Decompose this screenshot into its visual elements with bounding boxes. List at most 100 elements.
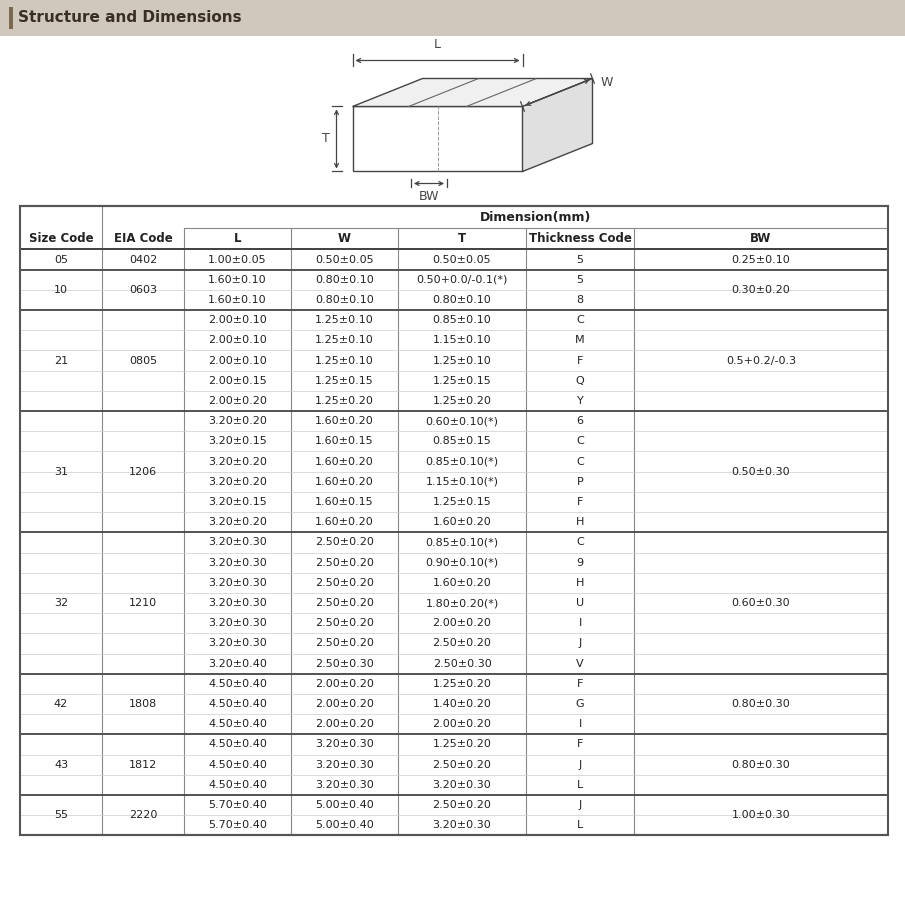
Text: 1.00±0.05: 1.00±0.05 (208, 254, 267, 264)
Text: 2.50±0.20: 2.50±0.20 (433, 759, 491, 769)
Text: 3.20±0.15: 3.20±0.15 (208, 497, 267, 507)
Text: 3.20±0.20: 3.20±0.20 (208, 457, 267, 467)
Text: 2220: 2220 (129, 810, 157, 820)
Text: L: L (576, 820, 583, 830)
Text: 0402: 0402 (129, 254, 157, 264)
Text: J: J (578, 638, 582, 648)
Text: 3.20±0.40: 3.20±0.40 (208, 659, 267, 669)
Text: I: I (578, 618, 582, 628)
Polygon shape (353, 107, 522, 172)
Text: BW: BW (419, 190, 439, 204)
Text: M: M (576, 336, 585, 346)
Text: 2.50±0.30: 2.50±0.30 (315, 659, 374, 669)
Text: 0.5+0.2/-0.3: 0.5+0.2/-0.3 (726, 356, 796, 366)
Text: 5.70±0.40: 5.70±0.40 (208, 800, 267, 810)
Text: 0.60±0.10(*): 0.60±0.10(*) (425, 416, 499, 426)
Text: F: F (576, 356, 583, 366)
Text: 1.25±0.10: 1.25±0.10 (315, 356, 374, 366)
Text: 0.80±0.10: 0.80±0.10 (315, 275, 374, 285)
Text: 1.25±0.20: 1.25±0.20 (315, 396, 374, 406)
Text: 2.50±0.30: 2.50±0.30 (433, 659, 491, 669)
Text: 4.50±0.40: 4.50±0.40 (208, 739, 267, 749)
Text: F: F (576, 497, 583, 507)
Text: 4.50±0.40: 4.50±0.40 (208, 780, 267, 790)
Text: 6: 6 (576, 416, 584, 426)
Text: 2.00±0.15: 2.00±0.15 (208, 376, 267, 386)
Text: 3.20±0.30: 3.20±0.30 (433, 780, 491, 790)
Text: 0603: 0603 (129, 285, 157, 295)
Text: 1.15±0.10: 1.15±0.10 (433, 336, 491, 346)
Text: 55: 55 (54, 810, 68, 820)
Text: W: W (338, 233, 351, 245)
Text: 2.50±0.20: 2.50±0.20 (315, 538, 374, 548)
Text: 0.80±0.30: 0.80±0.30 (731, 759, 790, 769)
Text: 2.00±0.20: 2.00±0.20 (433, 618, 491, 628)
Text: 0.80±0.30: 0.80±0.30 (731, 699, 790, 709)
Text: 9: 9 (576, 557, 584, 567)
Text: 3.20±0.15: 3.20±0.15 (208, 436, 267, 446)
Text: 1.25±0.15: 1.25±0.15 (433, 376, 491, 386)
Text: 2.00±0.20: 2.00±0.20 (315, 679, 374, 689)
Text: 32: 32 (54, 598, 68, 608)
Text: 3.20±0.20: 3.20±0.20 (208, 477, 267, 487)
Text: 2.50±0.20: 2.50±0.20 (315, 618, 374, 628)
Text: 0.50±0.05: 0.50±0.05 (315, 254, 374, 264)
Text: 1.60±0.20: 1.60±0.20 (433, 577, 491, 588)
Text: 1.00±0.30: 1.00±0.30 (731, 810, 790, 820)
Text: L: L (233, 233, 242, 245)
Text: 0.80±0.10: 0.80±0.10 (433, 295, 491, 305)
Text: 2.00±0.10: 2.00±0.10 (208, 356, 267, 366)
Text: 5.00±0.40: 5.00±0.40 (315, 820, 374, 830)
Text: 3.20±0.30: 3.20±0.30 (315, 759, 374, 769)
Text: 0.85±0.10: 0.85±0.10 (433, 315, 491, 325)
Text: 4.50±0.40: 4.50±0.40 (208, 719, 267, 729)
Text: 3.20±0.30: 3.20±0.30 (208, 538, 267, 548)
Text: 2.50±0.20: 2.50±0.20 (433, 800, 491, 810)
Text: 10: 10 (54, 285, 68, 295)
Text: Q: Q (576, 376, 585, 386)
Text: 3.20±0.30: 3.20±0.30 (315, 780, 374, 790)
Text: 2.50±0.20: 2.50±0.20 (433, 638, 491, 648)
Text: Dimension(mm): Dimension(mm) (481, 211, 592, 224)
Text: 5.70±0.40: 5.70±0.40 (208, 820, 267, 830)
Text: BW: BW (750, 233, 772, 245)
Bar (0, 0, 905, 36)
Text: 4.50±0.40: 4.50±0.40 (208, 699, 267, 709)
Text: 1812: 1812 (129, 759, 157, 769)
Text: 1206: 1206 (129, 467, 157, 477)
Text: C: C (576, 315, 584, 325)
Text: V: V (576, 659, 584, 669)
Text: 4.50±0.40: 4.50±0.40 (208, 759, 267, 769)
Text: 1.15±0.10(*): 1.15±0.10(*) (425, 477, 499, 487)
Text: 1.80±0.20(*): 1.80±0.20(*) (425, 598, 499, 608)
Text: 3.20±0.20: 3.20±0.20 (208, 416, 267, 426)
Text: T: T (322, 132, 329, 146)
Text: I: I (578, 719, 582, 729)
Text: U: U (576, 598, 584, 608)
Text: 1.25±0.15: 1.25±0.15 (315, 376, 374, 386)
Text: 42: 42 (54, 699, 68, 709)
Text: 2.50±0.20: 2.50±0.20 (315, 598, 374, 608)
Text: 1.60±0.20: 1.60±0.20 (315, 477, 374, 487)
Text: 5.00±0.40: 5.00±0.40 (315, 800, 374, 810)
Text: 3.20±0.30: 3.20±0.30 (208, 598, 267, 608)
Text: 5: 5 (576, 275, 584, 285)
Text: 4.50±0.40: 4.50±0.40 (208, 679, 267, 689)
Text: H: H (576, 577, 585, 588)
Text: 1210: 1210 (129, 598, 157, 608)
Text: 0.85±0.10(*): 0.85±0.10(*) (425, 538, 499, 548)
Text: 2.00±0.20: 2.00±0.20 (433, 719, 491, 729)
Text: 31: 31 (54, 467, 68, 477)
Text: J: J (578, 759, 582, 769)
Text: 1.40±0.20: 1.40±0.20 (433, 699, 491, 709)
Text: P: P (576, 477, 584, 487)
Text: H: H (576, 517, 585, 528)
Text: 1.60±0.20: 1.60±0.20 (433, 517, 491, 528)
Text: 1.25±0.20: 1.25±0.20 (433, 396, 491, 406)
Text: 0.85±0.10(*): 0.85±0.10(*) (425, 457, 499, 467)
Text: 0.50±0.30: 0.50±0.30 (731, 467, 790, 477)
Bar (9, 7, 13, 29)
Text: 0.85±0.15: 0.85±0.15 (433, 436, 491, 446)
Text: T: T (458, 233, 466, 245)
Text: L: L (434, 39, 441, 52)
